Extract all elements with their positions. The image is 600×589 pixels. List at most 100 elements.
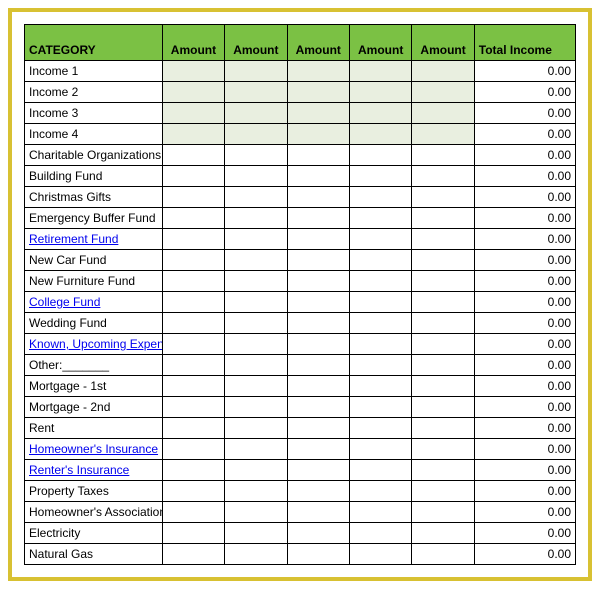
category-link[interactable]: Renter's Insurance — [29, 463, 129, 477]
amount-cell[interactable] — [162, 187, 224, 208]
amount-cell[interactable] — [349, 124, 411, 145]
category-cell[interactable]: Emergency Buffer Fund — [25, 208, 163, 229]
amount-cell[interactable] — [349, 418, 411, 439]
amount-cell[interactable] — [287, 355, 349, 376]
amount-cell[interactable] — [225, 481, 287, 502]
amount-cell[interactable] — [349, 187, 411, 208]
amount-cell[interactable] — [412, 460, 474, 481]
amount-cell[interactable] — [412, 313, 474, 334]
amount-cell[interactable] — [412, 376, 474, 397]
amount-cell[interactable] — [225, 418, 287, 439]
amount-cell[interactable] — [412, 229, 474, 250]
amount-cell[interactable] — [162, 313, 224, 334]
amount-cell[interactable] — [287, 523, 349, 544]
category-cell[interactable]: Income 4 — [25, 124, 163, 145]
category-cell[interactable]: Known, Upcoming Expenses — [25, 334, 163, 355]
amount-cell[interactable] — [225, 271, 287, 292]
amount-cell[interactable] — [412, 544, 474, 565]
amount-cell[interactable] — [225, 250, 287, 271]
amount-cell[interactable] — [412, 271, 474, 292]
amount-cell[interactable] — [225, 61, 287, 82]
amount-cell[interactable] — [412, 523, 474, 544]
amount-cell[interactable] — [287, 502, 349, 523]
category-cell[interactable]: New Car Fund — [25, 250, 163, 271]
amount-cell[interactable] — [225, 313, 287, 334]
category-cell[interactable]: New Furniture Fund — [25, 271, 163, 292]
amount-cell[interactable] — [349, 376, 411, 397]
amount-cell[interactable] — [412, 82, 474, 103]
amount-cell[interactable] — [225, 187, 287, 208]
category-link[interactable]: Retirement Fund — [29, 232, 118, 246]
amount-cell[interactable] — [162, 82, 224, 103]
category-cell[interactable]: Wedding Fund — [25, 313, 163, 334]
amount-cell[interactable] — [349, 250, 411, 271]
amount-cell[interactable] — [162, 355, 224, 376]
amount-cell[interactable] — [287, 103, 349, 124]
amount-cell[interactable] — [162, 334, 224, 355]
amount-cell[interactable] — [349, 502, 411, 523]
category-cell[interactable]: Income 2 — [25, 82, 163, 103]
amount-cell[interactable] — [287, 124, 349, 145]
amount-cell[interactable] — [349, 397, 411, 418]
amount-cell[interactable] — [287, 376, 349, 397]
amount-cell[interactable] — [349, 229, 411, 250]
amount-cell[interactable] — [225, 145, 287, 166]
amount-cell[interactable] — [349, 313, 411, 334]
amount-cell[interactable] — [162, 145, 224, 166]
amount-cell[interactable] — [162, 418, 224, 439]
amount-cell[interactable] — [349, 145, 411, 166]
category-cell[interactable]: Natural Gas — [25, 544, 163, 565]
amount-cell[interactable] — [225, 439, 287, 460]
amount-cell[interactable] — [287, 187, 349, 208]
amount-cell[interactable] — [287, 418, 349, 439]
amount-cell[interactable] — [349, 166, 411, 187]
amount-cell[interactable] — [162, 439, 224, 460]
amount-cell[interactable] — [349, 103, 411, 124]
amount-cell[interactable] — [225, 544, 287, 565]
amount-cell[interactable] — [225, 292, 287, 313]
amount-cell[interactable] — [225, 334, 287, 355]
amount-cell[interactable] — [162, 166, 224, 187]
amount-cell[interactable] — [349, 292, 411, 313]
amount-cell[interactable] — [162, 481, 224, 502]
amount-cell[interactable] — [412, 166, 474, 187]
amount-cell[interactable] — [225, 229, 287, 250]
amount-cell[interactable] — [412, 502, 474, 523]
amount-cell[interactable] — [349, 61, 411, 82]
amount-cell[interactable] — [349, 271, 411, 292]
amount-cell[interactable] — [349, 544, 411, 565]
amount-cell[interactable] — [162, 397, 224, 418]
amount-cell[interactable] — [287, 292, 349, 313]
category-cell[interactable]: Mortgage - 2nd — [25, 397, 163, 418]
amount-cell[interactable] — [162, 229, 224, 250]
amount-cell[interactable] — [287, 208, 349, 229]
category-cell[interactable]: Renter's Insurance — [25, 460, 163, 481]
amount-cell[interactable] — [349, 82, 411, 103]
amount-cell[interactable] — [349, 439, 411, 460]
category-cell[interactable]: Rent — [25, 418, 163, 439]
category-cell[interactable]: Mortgage - 1st — [25, 376, 163, 397]
amount-cell[interactable] — [412, 334, 474, 355]
amount-cell[interactable] — [287, 544, 349, 565]
amount-cell[interactable] — [162, 292, 224, 313]
category-link[interactable]: College Fund — [29, 295, 100, 309]
amount-cell[interactable] — [225, 103, 287, 124]
amount-cell[interactable] — [412, 61, 474, 82]
amount-cell[interactable] — [412, 355, 474, 376]
amount-cell[interactable] — [162, 544, 224, 565]
amount-cell[interactable] — [287, 439, 349, 460]
amount-cell[interactable] — [162, 103, 224, 124]
amount-cell[interactable] — [287, 250, 349, 271]
amount-cell[interactable] — [225, 208, 287, 229]
amount-cell[interactable] — [287, 166, 349, 187]
amount-cell[interactable] — [287, 481, 349, 502]
category-cell[interactable]: Charitable Organizations — [25, 145, 163, 166]
amount-cell[interactable] — [287, 460, 349, 481]
category-cell[interactable]: Homeowner's Association Fees — [25, 502, 163, 523]
category-cell[interactable]: Property Taxes — [25, 481, 163, 502]
amount-cell[interactable] — [412, 250, 474, 271]
amount-cell[interactable] — [162, 208, 224, 229]
amount-cell[interactable] — [225, 502, 287, 523]
category-cell[interactable]: Income 3 — [25, 103, 163, 124]
amount-cell[interactable] — [412, 439, 474, 460]
